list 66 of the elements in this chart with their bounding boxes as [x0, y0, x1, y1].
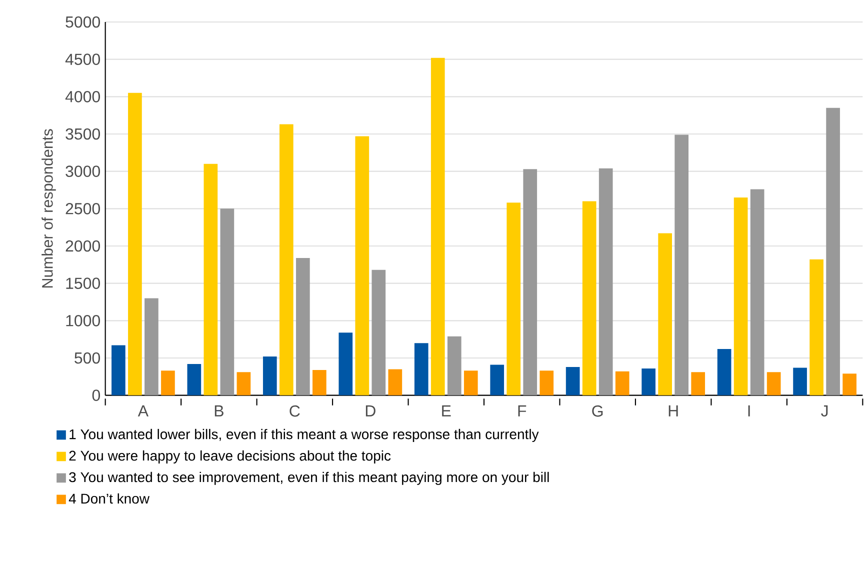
x-tick-label: C [290, 405, 300, 417]
bar [691, 372, 706, 396]
x-tick-label: H [668, 405, 678, 416]
y-axis-title: Number of respondents [42, 129, 56, 288]
bar [236, 372, 251, 396]
bar [220, 208, 234, 396]
bar [642, 368, 656, 396]
bar [540, 370, 554, 396]
y-tick-label: 500 [74, 352, 100, 364]
bar [734, 197, 748, 396]
bar [674, 134, 688, 396]
legend-label: 4 Don’t know [68, 493, 150, 504]
bar [750, 189, 764, 396]
bar [658, 233, 672, 396]
x-tick-label: I [748, 405, 750, 416]
y-tick-label: 3000 [66, 166, 100, 177]
bar [144, 298, 158, 396]
y-tick-label: 2000 [66, 240, 100, 252]
bar [464, 370, 478, 396]
bar [506, 202, 521, 396]
bar [430, 58, 445, 396]
y-tick-label: 1000 [66, 315, 100, 326]
bar [842, 374, 856, 396]
bar [490, 364, 504, 396]
bar [766, 372, 781, 396]
bar [112, 345, 126, 396]
bar [262, 356, 277, 396]
bar [161, 370, 175, 396]
legend-label: 3 You wanted to see improvement, even if this meant paying more on your bill [69, 472, 549, 485]
y-tick-label: 2500 [66, 203, 100, 214]
x-tick-label: E [442, 405, 451, 416]
y-tick-label: 1500 [66, 278, 100, 289]
bar [447, 336, 462, 396]
x-tick-label: J [821, 405, 828, 417]
bar [582, 201, 596, 396]
bar [717, 349, 732, 396]
bar [204, 164, 218, 396]
y-tick-label: 0 [92, 390, 100, 401]
bar [826, 108, 840, 396]
bar [128, 92, 142, 396]
x-tick-label: B [214, 405, 224, 416]
bar [279, 124, 294, 396]
bar [187, 364, 202, 396]
y-tick-label: 4000 [65, 91, 100, 102]
bar [615, 371, 630, 396]
x-tick-label: A [138, 405, 149, 416]
bar [338, 332, 353, 396]
bar [598, 168, 613, 396]
y-tick-label: 4500 [65, 54, 100, 65]
bar [388, 369, 402, 396]
bar [355, 136, 370, 396]
legend-label: 1 You wanted lower bills, even if this meant a worse response than currently [70, 428, 539, 442]
bar [312, 370, 326, 396]
bar [793, 368, 807, 396]
bar [372, 270, 386, 396]
bar [414, 343, 428, 396]
bar [810, 259, 824, 396]
legend-label: 2 You were happy to leave decisions about the topic [69, 450, 391, 464]
x-tick-label: G [592, 405, 603, 417]
bar [566, 366, 580, 396]
bar [296, 258, 310, 396]
x-tick-label: D [366, 405, 376, 416]
y-tick-label: 5000 [66, 16, 100, 28]
x-tick-label: F [518, 405, 526, 416]
bar [523, 169, 538, 396]
y-tick-label: 3500 [66, 128, 100, 140]
